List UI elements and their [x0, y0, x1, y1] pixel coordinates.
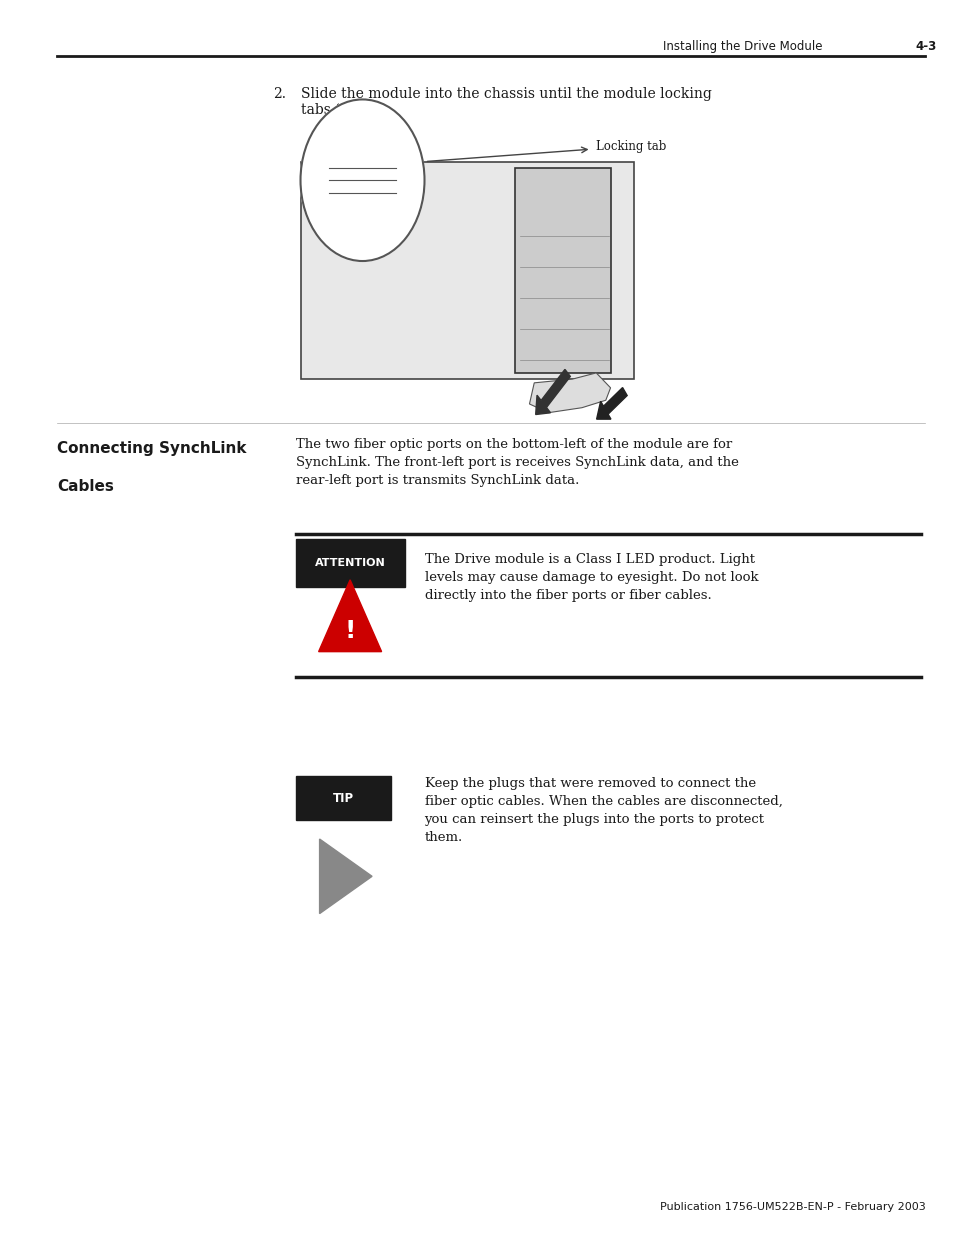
FancyBboxPatch shape [515, 168, 610, 373]
Text: The two fiber optic ports on the bottom-left of the module are for
SynchLink. Th: The two fiber optic ports on the bottom-… [295, 438, 738, 486]
Polygon shape [529, 373, 610, 413]
Text: Locking tab: Locking tab [596, 140, 666, 153]
FancyArrow shape [596, 388, 626, 419]
FancyBboxPatch shape [300, 162, 634, 379]
Text: ATTENTION: ATTENTION [314, 558, 385, 568]
Text: The Drive module is a Class I LED product. Light
levels may cause damage to eyes: The Drive module is a Class I LED produc… [424, 553, 758, 602]
Text: TIP: TIP [333, 792, 354, 804]
Text: !: ! [344, 619, 355, 644]
Polygon shape [319, 839, 372, 914]
Text: Keep the plugs that were removed to connect the
fiber optic cables. When the cab: Keep the plugs that were removed to conn… [424, 777, 781, 844]
FancyBboxPatch shape [295, 539, 405, 587]
Text: Cables: Cables [57, 479, 114, 493]
Text: Connecting SynchLink: Connecting SynchLink [57, 441, 247, 456]
FancyBboxPatch shape [295, 776, 391, 820]
Text: 4-3: 4-3 [915, 40, 936, 52]
Circle shape [300, 99, 424, 261]
Text: Installing the Drive Module: Installing the Drive Module [662, 40, 821, 52]
Text: Slide the module into the chassis until the module locking
tabs ‘click’.: Slide the module into the chassis until … [300, 87, 711, 117]
FancyArrow shape [536, 369, 570, 414]
Text: 2.: 2. [273, 87, 286, 101]
Polygon shape [318, 579, 381, 651]
Text: Publication 1756-UM522B-EN-P - February 2003: Publication 1756-UM522B-EN-P - February … [659, 1202, 924, 1212]
